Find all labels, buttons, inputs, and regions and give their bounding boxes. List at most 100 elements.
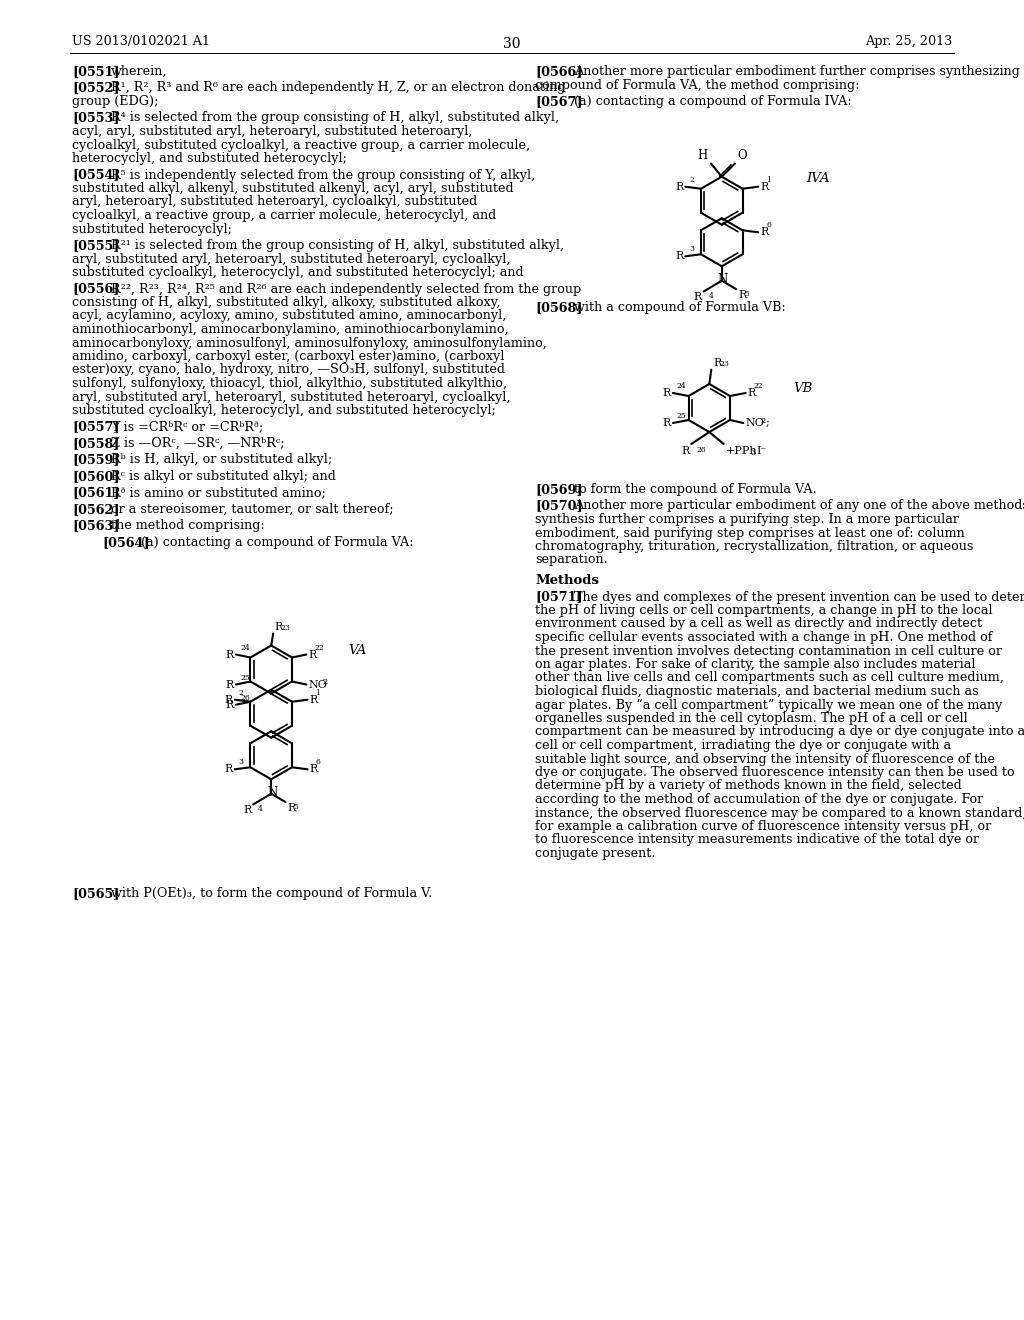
Text: O: O: [737, 149, 746, 161]
Text: Y is =CRᵇRᶜ or =CRᵇRᶞ;: Y is =CRᵇRᶜ or =CRᵇRᶞ;: [111, 421, 263, 433]
Text: according to the method of accumulation of the dye or conjugate. For: according to the method of accumulation …: [535, 793, 983, 807]
Text: the method comprising:: the method comprising:: [111, 520, 264, 532]
Text: suitable light source, and observing the intensity of fluorescence of the: suitable light source, and observing the…: [535, 752, 995, 766]
Text: [0568]: [0568]: [535, 301, 583, 314]
Text: Another more particular embodiment of any one of the above methods of: Another more particular embodiment of an…: [573, 499, 1024, 512]
Text: 6: 6: [315, 758, 321, 767]
Text: consisting of H, alkyl, substituted alkyl, alkoxy, substituted alkoxy,: consisting of H, alkyl, substituted alky…: [72, 296, 501, 309]
Text: cell or cell compartment, irradiating the dye or conjugate with a: cell or cell compartment, irradiating th…: [535, 739, 951, 752]
Text: to form the compound of Formula VA.: to form the compound of Formula VA.: [573, 483, 816, 496]
Text: Apr. 25, 2013: Apr. 25, 2013: [864, 36, 952, 48]
Text: [0554]: [0554]: [72, 169, 120, 181]
Text: cycloalkyl, substituted cycloalkyl, a reactive group, a carrier molecule,: cycloalkyl, substituted cycloalkyl, a re…: [72, 139, 530, 152]
Text: I⁻: I⁻: [757, 446, 767, 455]
Text: 22: 22: [314, 644, 325, 652]
Text: R: R: [309, 764, 317, 775]
Text: 26: 26: [696, 446, 707, 454]
Text: [0571]: [0571]: [535, 590, 583, 603]
Text: (a) contacting a compound of Formula IVA:: (a) contacting a compound of Formula IVA…: [573, 95, 852, 108]
Text: [0555]: [0555]: [72, 239, 120, 252]
Text: other than live cells and cell compartments such as cell culture medium,: other than live cells and cell compartme…: [535, 672, 1004, 685]
Text: substituted cycloalkyl, heterocyclyl, and substituted heterocyclyl; and: substituted cycloalkyl, heterocyclyl, an…: [72, 267, 523, 279]
Text: with a compound of Formula VB:: with a compound of Formula VB:: [573, 301, 785, 314]
Text: +PPh: +PPh: [726, 446, 758, 455]
Text: [0563]: [0563]: [72, 520, 120, 532]
Text: R: R: [663, 418, 671, 428]
Text: cycloalkyl, a reactive group, a carrier molecule, heterocyclyl, and: cycloalkyl, a reactive group, a carrier …: [72, 209, 497, 222]
Text: instance, the observed fluorescence may be compared to a known standard,: instance, the observed fluorescence may …: [535, 807, 1024, 820]
Text: Rᶜ is alkyl or substituted alkyl; and: Rᶜ is alkyl or substituted alkyl; and: [111, 470, 336, 483]
Text: specific cellular events associated with a change in pH. One method of: specific cellular events associated with…: [535, 631, 992, 644]
Text: R: R: [760, 227, 768, 238]
Text: R⁵ is independently selected from the group consisting of Y, alkyl,: R⁵ is independently selected from the gr…: [111, 169, 536, 181]
Text: agar plates. By “a cell compartment” typically we mean one of the many: agar plates. By “a cell compartment” typ…: [535, 698, 1002, 711]
Text: ;: ;: [765, 418, 769, 428]
Text: 3: 3: [751, 449, 756, 457]
Text: R: R: [308, 649, 316, 660]
Text: N: N: [718, 273, 728, 286]
Text: 5: 5: [744, 290, 749, 298]
Text: the present invention involves detecting contamination in cell culture or: the present invention involves detecting…: [535, 644, 1002, 657]
Text: aryl, substituted aryl, heteroaryl, substituted heteroaryl, cycloalkyl,: aryl, substituted aryl, heteroaryl, subs…: [72, 252, 511, 265]
Text: R: R: [748, 388, 756, 399]
Text: VB: VB: [794, 383, 813, 395]
Text: 2: 2: [323, 678, 328, 686]
Text: substituted cycloalkyl, heterocyclyl, and substituted heterocyclyl;: substituted cycloalkyl, heterocyclyl, an…: [72, 404, 496, 417]
Text: 1: 1: [315, 689, 321, 697]
Text: 26: 26: [240, 694, 250, 702]
Text: chromatography, trituration, recrystallization, filtration, or aqueous: chromatography, trituration, recrystalli…: [535, 540, 974, 553]
Text: sulfonyl, sulfonyloxy, thioacyl, thiol, alkylthio, substituted alkylthio,: sulfonyl, sulfonyloxy, thioacyl, thiol, …: [72, 378, 507, 389]
Text: 6: 6: [766, 222, 771, 230]
Text: H: H: [697, 149, 708, 161]
Text: Rᵇ is H, alkyl, or substituted alkyl;: Rᵇ is H, alkyl, or substituted alkyl;: [111, 454, 332, 466]
Text: [0557]: [0557]: [72, 421, 120, 433]
Text: [0564]: [0564]: [102, 536, 150, 549]
Text: [0561]: [0561]: [72, 487, 120, 499]
Text: 2: 2: [760, 417, 766, 425]
Text: R: R: [675, 182, 683, 191]
Text: biological fluids, diagnostic materials, and bacterial medium such as: biological fluids, diagnostic materials,…: [535, 685, 979, 698]
Text: compound of Formula VA, the method comprising:: compound of Formula VA, the method compr…: [535, 78, 859, 91]
Text: R²², R²³, R²⁴, R²⁵ and R²⁶ are each independently selected from the group: R²², R²³, R²⁴, R²⁵ and R²⁶ are each inde…: [111, 282, 581, 296]
Text: the pH of living cells or cell compartments, a change in pH to the local: the pH of living cells or cell compartme…: [535, 605, 992, 616]
Text: R¹, R², R³ and R⁶ are each independently H, Z, or an electron donating: R¹, R², R³ and R⁶ are each independently…: [111, 82, 565, 95]
Text: R: R: [663, 388, 671, 399]
Text: aryl, heteroaryl, substituted heteroaryl, cycloalkyl, substituted: aryl, heteroaryl, substituted heteroaryl…: [72, 195, 477, 209]
Text: R: R: [681, 446, 689, 455]
Text: R²¹ is selected from the group consisting of H, alkyl, substituted alkyl,: R²¹ is selected from the group consistin…: [111, 239, 564, 252]
Text: [0553]: [0553]: [72, 111, 120, 124]
Text: [0559]: [0559]: [72, 454, 120, 466]
Text: substituted heterocyclyl;: substituted heterocyclyl;: [72, 223, 231, 235]
Text: amidino, carboxyl, carboxyl ester, (carboxyl ester)amino, (carboxyl: amidino, carboxyl, carboxyl ester, (carb…: [72, 350, 505, 363]
Text: 5: 5: [294, 803, 298, 810]
Text: for example a calibration curve of fluorescence intensity versus pH, or: for example a calibration curve of fluor…: [535, 820, 991, 833]
Text: R: R: [224, 764, 232, 775]
Text: [0565]: [0565]: [72, 887, 120, 900]
Text: (a) contacting a compound of Formula VA:: (a) contacting a compound of Formula VA:: [141, 536, 414, 549]
Text: NO: NO: [745, 418, 764, 428]
Text: aminocarbonyloxy, aminosulfonyl, aminosulfonyloxy, aminosulfonylamino,: aminocarbonyloxy, aminosulfonyl, aminosu…: [72, 337, 547, 350]
Text: [0552]: [0552]: [72, 82, 120, 95]
Text: or a stereoisomer, tautomer, or salt thereof;: or a stereoisomer, tautomer, or salt the…: [111, 503, 393, 516]
Text: acyl, acylamino, acyloxy, amino, substituted amino, aminocarbonyl,: acyl, acylamino, acyloxy, amino, substit…: [72, 309, 507, 322]
Text: ester)oxy, cyano, halo, hydroxy, nitro, —SO₃H, sulfonyl, substituted: ester)oxy, cyano, halo, hydroxy, nitro, …: [72, 363, 505, 376]
Text: 25: 25: [677, 412, 687, 420]
Text: Methods: Methods: [535, 574, 599, 587]
Text: R: R: [738, 290, 746, 300]
Text: [0567]: [0567]: [535, 95, 583, 108]
Text: conjugate present.: conjugate present.: [535, 847, 655, 861]
Text: R⁴ is selected from the group consisting of H, alkyl, substituted alkyl,: R⁴ is selected from the group consisting…: [111, 111, 559, 124]
Text: [0569]: [0569]: [535, 483, 583, 496]
Text: R: R: [714, 358, 722, 367]
Text: environment caused by a cell as well as directly and indirectly detect: environment caused by a cell as well as …: [535, 618, 982, 631]
Text: 23: 23: [719, 359, 729, 367]
Text: aminothiocarbonyl, aminocarbonylamino, aminothiocarbonylamino,: aminothiocarbonyl, aminocarbonylamino, a…: [72, 323, 509, 337]
Text: 25: 25: [240, 673, 250, 681]
Text: R: R: [309, 694, 317, 705]
Text: 3: 3: [689, 246, 694, 253]
Text: 23: 23: [281, 623, 290, 631]
Text: R: R: [760, 182, 768, 191]
Text: VA: VA: [348, 644, 367, 657]
Text: [0558]: [0558]: [72, 437, 120, 450]
Text: R: R: [693, 293, 701, 302]
